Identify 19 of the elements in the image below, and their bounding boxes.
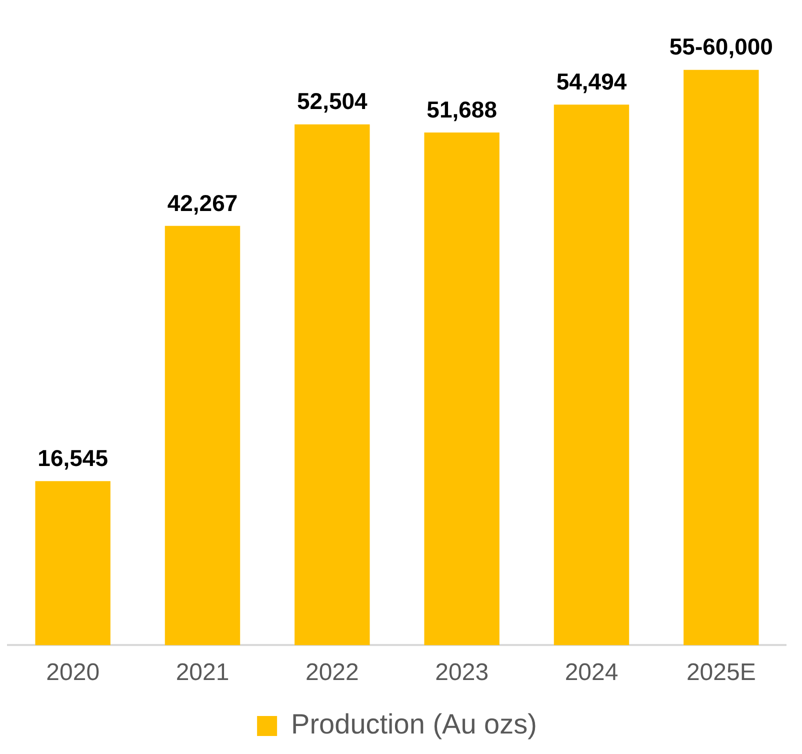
x-tick-label: 2021 (176, 659, 230, 686)
x-tick-label: 2022 (305, 659, 359, 686)
x-tick-label: 2023 (435, 659, 489, 686)
bar (554, 104, 630, 646)
data-label: 54,494 (556, 68, 627, 94)
bar (424, 132, 500, 646)
bar (294, 124, 370, 646)
bar (164, 226, 240, 646)
data-label: 16,545 (38, 444, 108, 471)
bar (684, 70, 759, 646)
x-tick-label: 2020 (46, 659, 100, 686)
x-tick-label: 2025E (686, 659, 756, 686)
data-label: 42,267 (167, 190, 238, 216)
bar (35, 481, 110, 646)
data-label: 52,504 (296, 88, 368, 114)
data-label: 55-60,000 (669, 34, 773, 60)
legend-label: Production (Au ozs) (291, 708, 537, 740)
x-tick-label: 2024 (564, 659, 618, 686)
data-label: 51,688 (426, 96, 498, 122)
